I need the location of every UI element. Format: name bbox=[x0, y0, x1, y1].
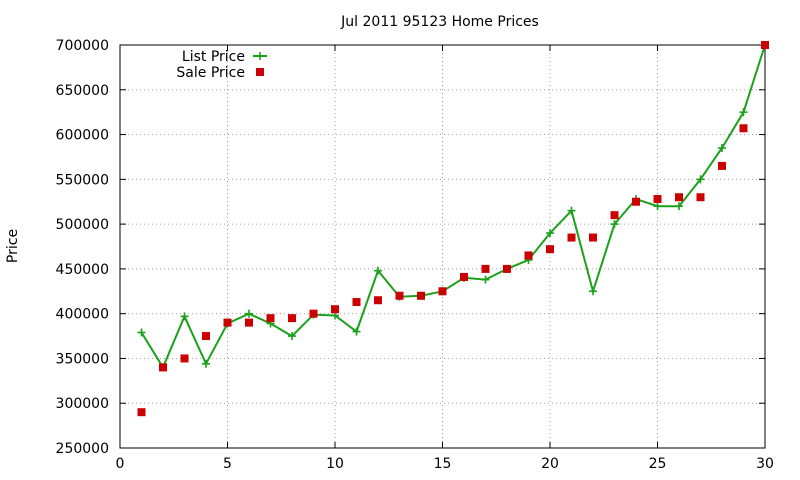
sale-price-point bbox=[288, 314, 296, 323]
legend-marker-sale-price bbox=[256, 68, 264, 76]
sale-price-point bbox=[524, 251, 533, 260]
sale-price-point bbox=[567, 233, 576, 242]
y-tick-label: 400000 bbox=[56, 307, 109, 323]
list-price-point bbox=[180, 312, 189, 321]
list-price-point bbox=[675, 202, 683, 211]
sale-price-point bbox=[610, 211, 619, 220]
plot-area bbox=[137, 41, 769, 417]
list-price-point bbox=[352, 327, 361, 336]
sale-price-point bbox=[180, 354, 189, 363]
sale-price-point bbox=[653, 195, 662, 204]
grid bbox=[120, 45, 765, 448]
legend-marker-list-price bbox=[256, 52, 264, 60]
sale-price-point bbox=[374, 296, 382, 305]
x-tick-label: 5 bbox=[223, 456, 232, 472]
list-price-point bbox=[202, 359, 210, 368]
y-tick-label: 350000 bbox=[56, 351, 109, 367]
list-price-point bbox=[481, 275, 490, 284]
y-tick-label: 250000 bbox=[56, 441, 109, 457]
sale-price-point bbox=[137, 408, 146, 417]
sale-price-point bbox=[632, 197, 640, 206]
sale-price-point bbox=[718, 161, 726, 170]
sale-price-point bbox=[739, 124, 748, 133]
y-tick-label: 450000 bbox=[56, 262, 109, 278]
sale-price-point bbox=[395, 291, 404, 300]
y-tick-label: 700000 bbox=[56, 38, 109, 54]
y-tick-label: 600000 bbox=[56, 128, 109, 144]
sale-price-point bbox=[675, 193, 683, 202]
sale-price-point bbox=[266, 314, 275, 323]
list-price-point bbox=[288, 332, 296, 341]
sale-price-point bbox=[352, 298, 361, 307]
sale-price-point bbox=[589, 233, 597, 242]
sale-price-point bbox=[245, 318, 253, 327]
sale-price-point bbox=[460, 272, 468, 281]
list-price-point bbox=[696, 175, 705, 184]
list-price-point bbox=[653, 202, 662, 211]
list-price-point bbox=[546, 229, 554, 238]
x-tick-label: 15 bbox=[434, 456, 452, 472]
list-price-point bbox=[610, 220, 619, 229]
list-price-point bbox=[589, 287, 597, 296]
x-tick-label: 20 bbox=[541, 456, 559, 472]
sale-price-point bbox=[202, 332, 210, 341]
sale-price-point bbox=[503, 264, 511, 273]
sale-price-point bbox=[417, 291, 425, 300]
sale-price-point bbox=[438, 287, 447, 296]
sale-price-point bbox=[223, 318, 232, 327]
x-tick-label: 25 bbox=[649, 456, 667, 472]
list-price-point bbox=[739, 108, 748, 117]
y-tick-label: 500000 bbox=[56, 217, 109, 233]
chart-title: Jul 2011 95123 Home Prices bbox=[340, 14, 539, 30]
sale-price-point bbox=[309, 309, 318, 318]
sale-price-point bbox=[546, 245, 554, 254]
x-tick-label: 10 bbox=[326, 456, 344, 472]
list-price-line bbox=[140, 44, 766, 370]
list-price-point bbox=[245, 309, 253, 318]
y-tick-label: 300000 bbox=[56, 396, 109, 412]
y-tick-label: 650000 bbox=[56, 83, 109, 99]
sale-price-point bbox=[761, 41, 769, 49]
list-price-point bbox=[137, 328, 146, 337]
y-axis-label: Price bbox=[5, 229, 21, 263]
axes: 250000 300000 350000 400000 450000 500000 5500… bbox=[56, 38, 774, 472]
sale-price-point bbox=[696, 193, 705, 202]
sale-price-point bbox=[331, 305, 339, 314]
x-tick-label: 30 bbox=[756, 456, 774, 472]
y-tick-label: 550000 bbox=[56, 172, 109, 188]
list-price-point bbox=[567, 206, 576, 215]
plot-frame bbox=[119, 44, 766, 449]
list-price-point bbox=[718, 143, 726, 152]
sale-price-point bbox=[159, 363, 167, 372]
sale-price-point bbox=[481, 264, 490, 273]
legend-label-sale-price: Sale Price bbox=[176, 65, 245, 81]
legend-label-list-price: List Price bbox=[182, 49, 245, 65]
list-price-point bbox=[374, 266, 382, 275]
x-tick-label: 0 bbox=[116, 456, 125, 472]
